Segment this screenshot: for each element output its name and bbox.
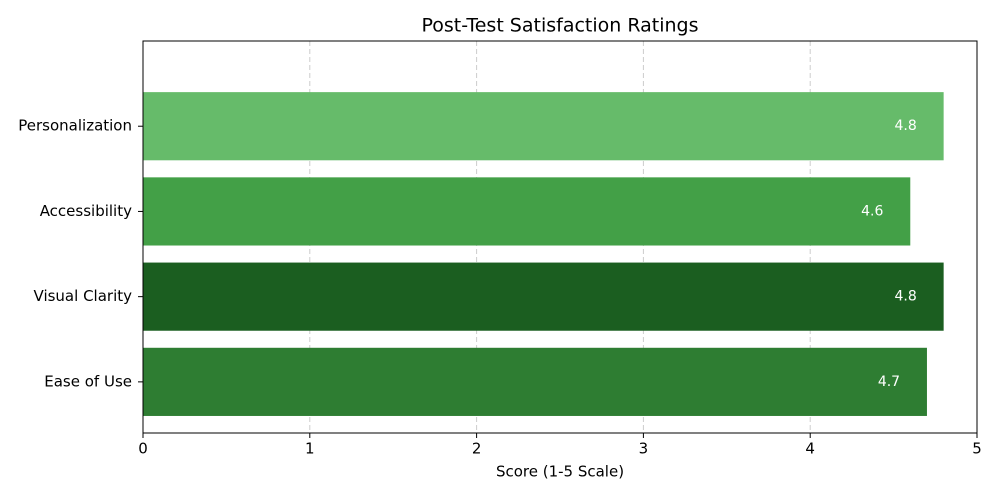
bar [143, 347, 927, 416]
bar [143, 262, 944, 331]
value-label: 4.6 [861, 203, 883, 219]
y-tick-label: Ease of Use [44, 372, 132, 390]
x-tick-label: 2 [472, 440, 482, 458]
value-label: 4.7 [878, 374, 900, 390]
x-tick-label: 1 [305, 440, 315, 458]
x-tick-label: 4 [805, 440, 815, 458]
x-tick-label: 5 [972, 440, 982, 458]
plot-frame [142, 40, 978, 434]
bar [143, 92, 944, 161]
y-tick-label: Personalization [18, 117, 132, 135]
bar [143, 177, 911, 246]
x-axis-label: Score (1-5 Scale) [496, 463, 624, 481]
y-tick-label: Visual Clarity [34, 287, 133, 305]
value-label: 4.8 [895, 289, 917, 305]
chart-title: Post-Test Satisfaction Ratings [421, 15, 698, 37]
x-tick-label: 3 [639, 440, 649, 458]
y-tick-label: Accessibility [40, 202, 132, 220]
value-label: 4.8 [895, 118, 917, 134]
x-tick-label: 0 [138, 440, 148, 458]
